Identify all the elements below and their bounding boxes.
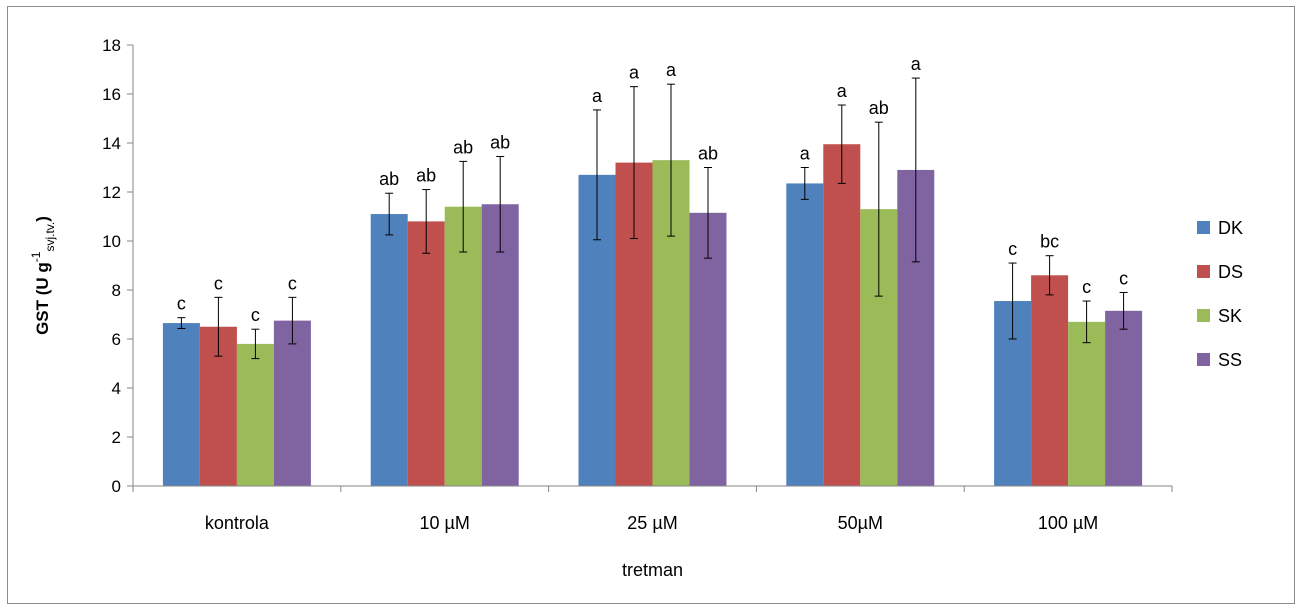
legend-label: SK [1218,306,1242,326]
significance-label: a [800,144,811,164]
y-tick-label: 10 [102,232,121,251]
legend-label: SS [1218,350,1242,370]
legend-swatch [1197,309,1210,322]
bar [823,144,861,486]
bar [1031,275,1069,486]
y-axis-title-subscript: svj.tv. [43,222,57,252]
significance-label: a [629,63,640,83]
bar [444,206,482,486]
y-tick-label: 0 [112,477,121,496]
significance-label: bc [1040,232,1059,252]
y-ticks: 0 2 4 6 8 10 12 14 16 18 [102,36,133,496]
significance-label: a [837,81,848,101]
x-tick-label: 100 µM [1038,513,1098,533]
y-axis-title-superscript: -1 [29,251,43,262]
y-tick-label: 12 [102,183,121,202]
y-tick-label: 2 [112,428,121,447]
significance-label: c [1082,277,1091,297]
significance-label: c [1008,239,1017,259]
bar [370,214,408,487]
y-tick-label: 18 [102,36,121,55]
bar [1068,321,1106,486]
significance-label: c [288,273,297,293]
significance-label: c [214,273,223,293]
bar [273,320,311,486]
bar [162,323,200,486]
legend: DK DS SK SS [1197,218,1243,370]
bar [236,343,274,486]
axes [132,45,1172,487]
significance-label: ab [490,132,510,152]
significance-label: ab [453,137,473,157]
significance-label: c [177,294,186,314]
x-tick-label: 10 µM [420,513,470,533]
significance-label: ab [869,98,889,118]
significance-label: a [911,54,922,74]
x-tick-label: kontrola [205,513,270,533]
legend-label: DS [1218,262,1243,282]
x-tick-label: 50µM [838,513,883,533]
y-axis-title-main: GST (U g [33,262,52,335]
x-tick-label: 25 µM [627,513,677,533]
significance-label: c [251,305,260,325]
legend-swatch [1197,221,1210,234]
significance-label: ab [698,144,718,164]
bar [407,221,445,486]
y-tick-label: 6 [112,330,121,349]
significance-label: ab [379,169,399,189]
significance-label: a [666,60,677,80]
bar [1105,310,1143,486]
significance-label: ab [416,166,436,186]
significance-label: a [592,86,603,106]
legend-swatch [1197,353,1210,366]
x-ticks: kontrola 10 µM 25 µM 50µM 100 µM [132,486,1173,533]
significance-label: c [1119,268,1128,288]
y-tick-label: 4 [112,379,121,398]
y-axis-title: GST (U g-1svj.tv.) [29,216,57,335]
y-tick-label: 8 [112,281,121,300]
y-tick-label: 16 [102,85,121,104]
y-axis-title-close: ) [33,216,52,222]
bar [786,183,824,487]
x-axis-title: tretman [622,560,683,580]
legend-swatch [1197,265,1210,278]
y-tick-label: 14 [102,134,121,153]
legend-label: DK [1218,218,1243,238]
